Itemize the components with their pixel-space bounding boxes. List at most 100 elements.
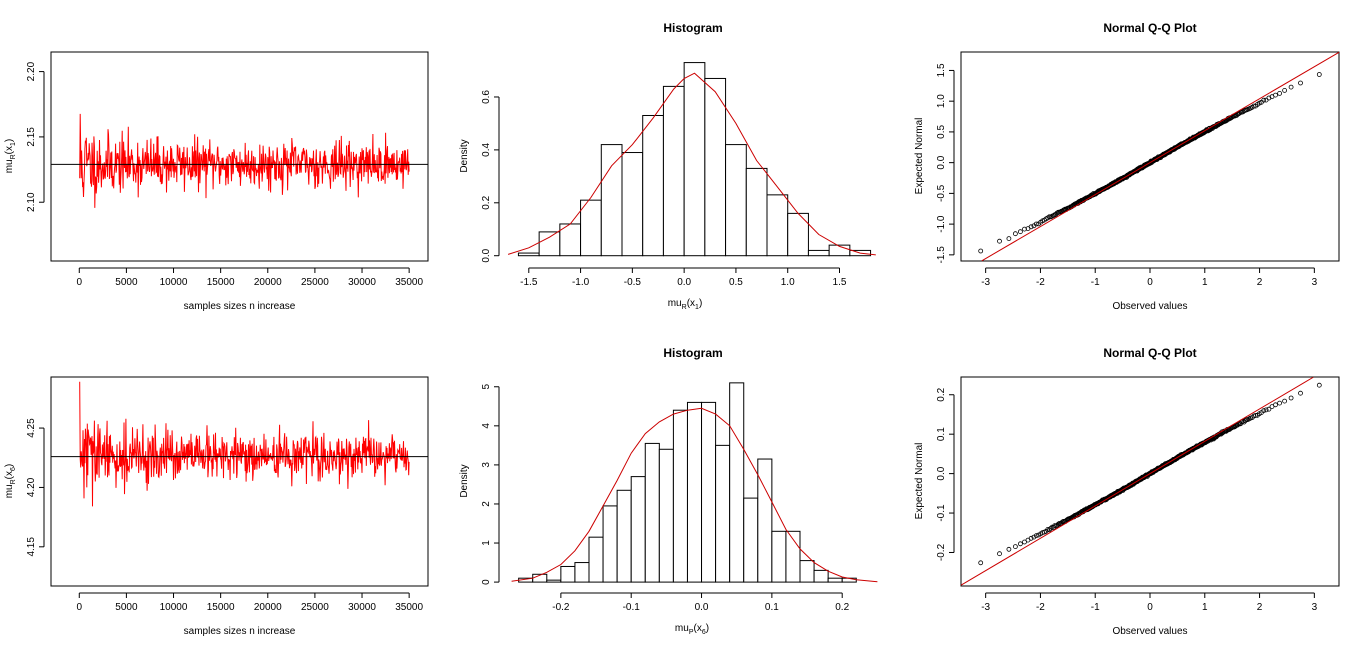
x-tick-label: 30000 [348, 277, 376, 288]
x-tick-label: 0 [76, 602, 82, 613]
axes: -3 -2 -1 0 1 2 3 -0.2 -0.1 0.0 0.1 0.2 [936, 387, 1318, 613]
x-tick-label: -0.1 [623, 602, 641, 613]
x-axis-label: samples sizes n increase [184, 626, 296, 637]
y-axis-label: Expected Normal [914, 443, 925, 520]
histogram-bar [574, 562, 590, 583]
x-tick-label: -3 [981, 277, 990, 288]
y-axis-label: Density [459, 464, 470, 497]
y-tick-label: 0.2 [481, 195, 492, 209]
x-tick-label: -0.2 [552, 602, 570, 613]
qq-point [1298, 390, 1303, 396]
qq-point [1046, 527, 1052, 533]
qq-point [1006, 236, 1012, 242]
histogram-bar [766, 194, 789, 257]
x-tick-label: 2 [1257, 602, 1263, 613]
qq-point [1277, 91, 1282, 96]
y-tick-label: 0.0 [481, 248, 492, 262]
histogram-bar [538, 231, 561, 257]
histogram-bar [580, 199, 602, 257]
plot-frame [50, 51, 429, 262]
histogram-bar [616, 489, 632, 583]
chart-title: Histogram [663, 346, 722, 360]
x-tick-label: 35000 [395, 277, 423, 288]
qq-point [1242, 418, 1248, 424]
histogram-bar [588, 536, 604, 583]
y-tick-label: 4.20 [26, 477, 37, 497]
x-axis-label: muP(x6) [675, 623, 709, 636]
y-tick-label: 4.15 [26, 537, 37, 557]
x-tick-label: 0 [76, 277, 82, 288]
qq-point [1018, 229, 1023, 235]
qq-point [1316, 382, 1322, 388]
axes: 0 5000 10000 15000 20000 25000 30000 35000 4.15 4… [26, 418, 423, 613]
histogram-bar [644, 442, 660, 583]
density-curve [507, 72, 876, 256]
histogram-bar [560, 565, 576, 583]
x-tick-label: 0.0 [695, 602, 709, 613]
y-tick-label: 2.20 [26, 61, 37, 81]
qq-point [1266, 406, 1272, 412]
qq-reference-line [981, 51, 1340, 262]
histogram-x6: -0.2 -0.1 0.0 0.1 0.2 0 1 2 3 4 5 Histogram muP(x6… [459, 346, 878, 636]
qq-point [1006, 546, 1012, 552]
x-tick-label: 5000 [115, 277, 138, 288]
qq-point [1282, 88, 1287, 93]
histogram-bar [757, 458, 773, 583]
trace-plot-x1: 0 5000 10000 15000 20000 25000 30000 35000 2.10 2… [4, 51, 429, 312]
qq-point [1033, 533, 1039, 539]
histogram-bar [600, 144, 623, 257]
x-tick-label: -1 [1091, 277, 1100, 288]
histogram-bar [602, 505, 618, 583]
x-tick-label: -2 [1036, 602, 1045, 613]
y-tick-label: 0.2 [936, 387, 947, 401]
x-tick-label: -1.5 [520, 277, 538, 288]
y-tick-label: -0.5 [936, 184, 947, 202]
plot-frame [960, 51, 1340, 262]
histogram-bar [725, 144, 747, 257]
y-tick-label: 2 [481, 501, 492, 507]
x-tick-label: 0.1 [765, 602, 779, 613]
axes: -3 -2 -1 0 1 2 3 -1.5 -1.0 -0.5 0.0 0.5 1.0 1.5 [936, 63, 1318, 288]
y-tick-label: -1.5 [936, 246, 947, 264]
x-tick-label: -1.0 [572, 277, 590, 288]
x-tick-label: -3 [981, 602, 990, 613]
y-tick-label: -0.2 [936, 543, 947, 561]
x-tick-label: 25000 [301, 602, 329, 613]
y-axis-label: muR(x1) [4, 139, 17, 174]
x-tick-label: 3 [1312, 277, 1318, 288]
x-tick-label: 0.5 [729, 277, 743, 288]
y-tick-label: 0.0 [936, 466, 947, 480]
histogram-bar [743, 497, 759, 583]
y-tick-label: 0.1 [936, 427, 947, 441]
histogram-bar [799, 560, 815, 583]
x-tick-label: 1 [1202, 602, 1208, 613]
x-tick-label: 1.5 [833, 277, 847, 288]
qq-point [1282, 398, 1287, 404]
y-tick-label: 4 [481, 423, 492, 429]
x-tick-label: 35000 [395, 602, 423, 613]
histogram-bar [787, 212, 809, 257]
histogram-bar [827, 577, 843, 583]
qq-point [1028, 535, 1034, 541]
y-tick-label: 2.10 [26, 192, 37, 212]
qq-point [1263, 97, 1269, 103]
x-tick-label: 0 [1147, 277, 1153, 288]
qq-point [997, 551, 1002, 557]
y-tick-label: 3 [481, 462, 492, 468]
histogram-bar [662, 85, 685, 257]
y-tick-label: 4.25 [26, 418, 37, 438]
histogram-bar [630, 476, 646, 583]
qq-point [1273, 402, 1278, 408]
qq-point [1055, 521, 1061, 527]
qq-reference-line [960, 376, 1314, 586]
histogram-x1: -1.5 -1.0 -0.5 0.0 0.5 1.0 1.5 0.0 0.2 0.4 0.6 His… [459, 21, 876, 311]
trace-line [79, 113, 410, 208]
qq-point [1018, 541, 1023, 547]
x-tick-label: 10000 [160, 277, 188, 288]
axes: -0.2 -0.1 0.0 0.1 0.2 0 1 2 3 4 5 [481, 384, 850, 613]
x-tick-label: 20000 [254, 277, 282, 288]
qq-point [1244, 417, 1249, 423]
qq-point [1013, 544, 1018, 549]
qq-points [978, 51, 1340, 262]
